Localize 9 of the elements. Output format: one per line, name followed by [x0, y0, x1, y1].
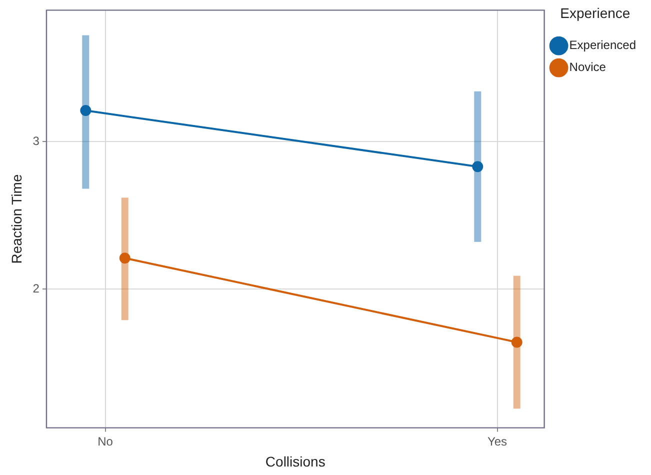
x-tick-label: Yes — [487, 434, 508, 448]
legend-label: Experienced — [569, 38, 636, 52]
y-axis-title: Reaction Time — [8, 174, 24, 264]
y-tick-label: 3 — [32, 134, 40, 148]
y-tick-label: 2 — [32, 281, 40, 296]
x-axis-title: Collisions — [265, 453, 326, 470]
legend-title: Experience — [560, 4, 630, 21]
x-tick-label: No — [98, 434, 114, 448]
legend-label: Novice — [569, 60, 606, 74]
